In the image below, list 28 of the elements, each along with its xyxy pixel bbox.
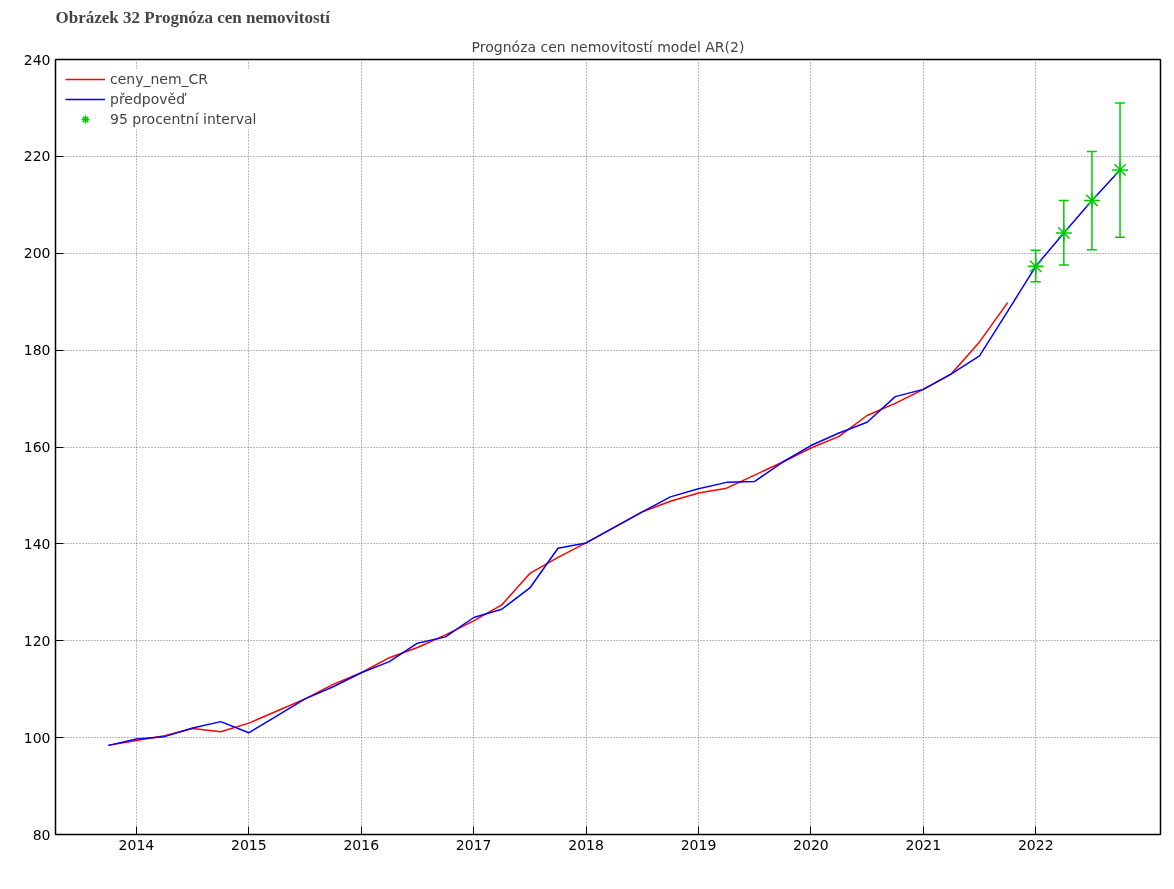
y-tick-label: 200 [23,245,51,262]
point [1111,161,1129,179]
x-tick-label: 2018 [568,836,604,853]
x-tick-label: 2022 [1017,836,1054,853]
legend-label: 95 procentní interval [110,111,257,127]
y-tick-label: 100 [23,729,51,746]
point [1055,224,1073,242]
chart-title: Prognóza cen nemovitostí model AR(2) [471,38,745,55]
x-tick-label: 2015 [231,836,267,853]
y-tick-label: 220 [23,148,51,165]
y-tick-label: 120 [23,632,51,649]
point [1083,191,1101,210]
x-tick-label: 2017 [455,836,492,853]
y-tick-label: 240 [23,51,51,68]
x-tick-label: 2019 [680,836,717,853]
text: Obrázek 32 Prognóza cen nemovitostí [55,7,331,27]
x-tick-label: 2016 [343,836,380,853]
y-tick-label: 140 [23,535,51,552]
x-tick-label: 2021 [905,836,942,853]
point [1026,257,1045,276]
y-tick-label: 80 [32,826,51,843]
x-tick-label: 2020 [793,836,829,853]
line-series [107,169,1121,747]
legend-label: ceny_nem_CR [110,71,209,87]
legend-label: předpověď [110,91,186,107]
x-tick-label: 2014 [118,836,155,853]
y-tick-label: 180 [23,342,51,359]
y-tick-label: 160 [23,439,51,455]
